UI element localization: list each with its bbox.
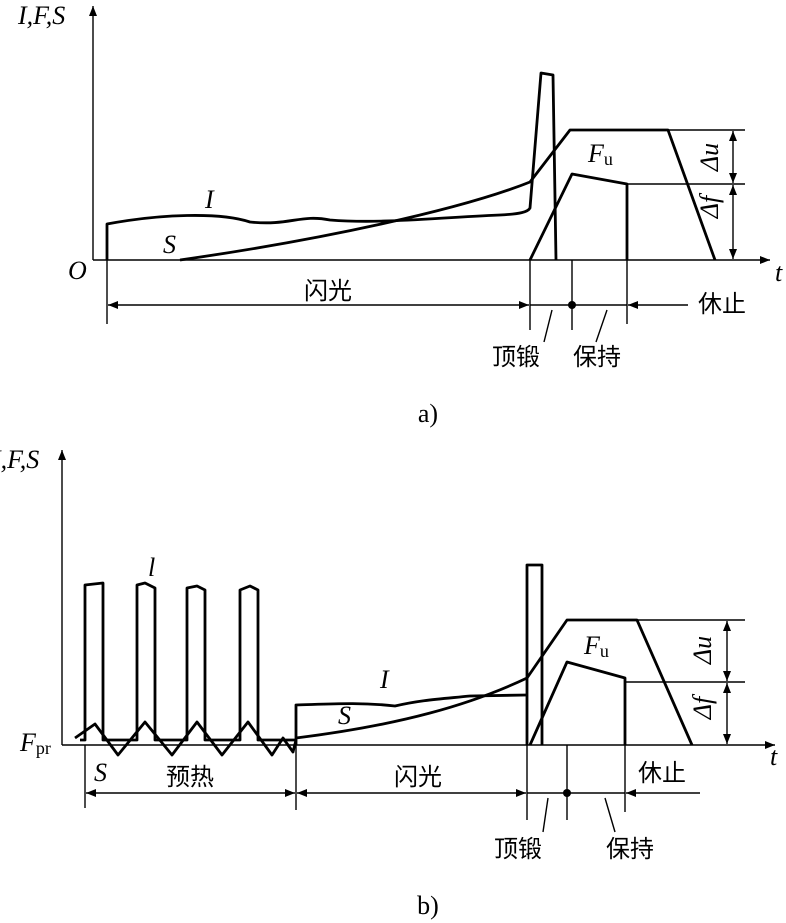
delta-f: Δf bbox=[688, 693, 717, 720]
stroke-curve bbox=[295, 618, 694, 746]
dot bbox=[563, 789, 571, 797]
diagram-a: I,F,S t O I S Fu Δu Δf 闪光 休止 顶锻 保持 a) bbox=[17, 1, 783, 428]
caption: a) bbox=[418, 399, 438, 428]
current-curve bbox=[294, 693, 528, 745]
current-curve bbox=[105, 71, 558, 261]
upset-label: 顶锻 bbox=[494, 835, 542, 863]
force-sub: u bbox=[604, 149, 613, 169]
dot bbox=[568, 301, 576, 309]
axis-label: I,F,S bbox=[17, 1, 65, 30]
axis-label: I,F,S bbox=[0, 445, 39, 474]
stroke-label: S bbox=[163, 230, 176, 259]
leader bbox=[543, 309, 553, 343]
upset-label: 顶锻 bbox=[492, 343, 540, 371]
force-curve bbox=[528, 172, 629, 261]
time-label: t bbox=[770, 742, 778, 771]
current-label: I bbox=[379, 665, 390, 694]
stroke-curve bbox=[179, 128, 717, 262]
preload-label: Fpr bbox=[19, 728, 51, 758]
time-label: t bbox=[775, 258, 783, 287]
leader bbox=[595, 309, 608, 343]
force-sub: u bbox=[600, 641, 609, 661]
pulse-label: l bbox=[148, 553, 155, 582]
force-main: F bbox=[587, 139, 605, 168]
leader bbox=[604, 797, 616, 833]
current-spike bbox=[525, 563, 544, 745]
force-curve bbox=[528, 660, 627, 746]
stroke-preheat-label: S bbox=[94, 758, 107, 787]
force-label: Fu bbox=[587, 139, 613, 169]
diagram-b: I,F,S t Fpr l I S S Fu Δu Δf 预热 闪光 休止 顶锻… bbox=[0, 445, 778, 920]
stroke-label: S bbox=[338, 701, 351, 730]
delta-u: Δu bbox=[695, 143, 724, 172]
stroke-preheat bbox=[74, 720, 298, 757]
preload-main: F bbox=[19, 728, 37, 757]
force-main: F bbox=[583, 631, 601, 660]
pulse-current bbox=[80, 581, 296, 742]
caption: b) bbox=[417, 891, 439, 920]
rest-label: 休止 bbox=[638, 759, 686, 787]
current-label: I bbox=[204, 185, 215, 214]
flash-label: 闪光 bbox=[304, 277, 352, 305]
hold-label: 保持 bbox=[573, 343, 621, 371]
leader bbox=[542, 797, 549, 833]
force-label: Fu bbox=[583, 631, 609, 661]
flash-label: 闪光 bbox=[394, 763, 442, 791]
preload-sub: pr bbox=[36, 738, 51, 758]
delta-u: Δu bbox=[688, 636, 717, 665]
delta-f: Δf bbox=[695, 192, 724, 219]
origin-label: O bbox=[68, 256, 87, 285]
rest-label: 休止 bbox=[698, 290, 746, 318]
preheat-label: 预热 bbox=[166, 763, 214, 791]
hold-label: 保持 bbox=[606, 835, 654, 863]
